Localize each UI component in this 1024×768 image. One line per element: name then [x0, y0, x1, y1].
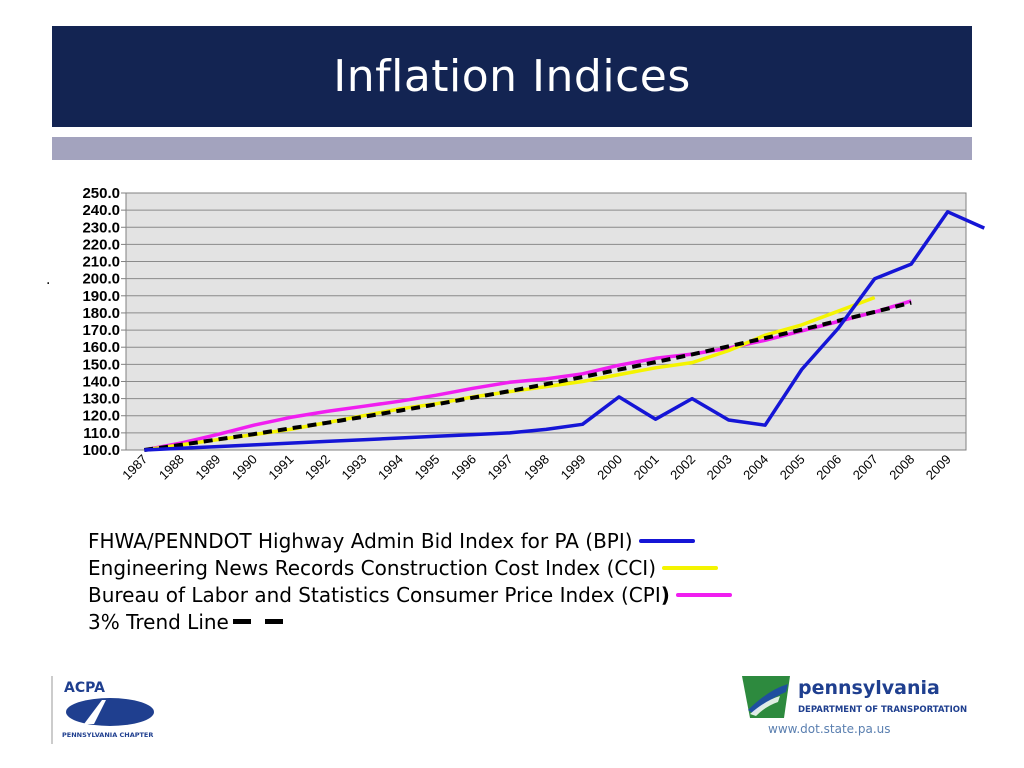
- legend-item-trend: 3% Trend Line: [88, 608, 732, 635]
- x-tick-label: 1989: [192, 452, 223, 483]
- legend-swatch-cpi: [675, 592, 732, 597]
- y-tick-label: 100.0: [82, 442, 120, 459]
- legend-swatch-cci: [662, 565, 719, 570]
- legend-swatch-trend: [232, 619, 283, 624]
- x-tick-labels: 1987 1988 1989 1990 1991 1992 1993 1994 1995 1996…: [119, 452, 954, 483]
- padot-logo: pennsylvania DEPARTMENT OF TRANSPORTATIO…: [742, 676, 967, 718]
- legend-item-bpi: FHWA/PENNDOT Highway Admin Bid Index for…: [88, 527, 732, 554]
- legend-swatch-bpi: [638, 538, 695, 543]
- x-tick-label: 1994: [375, 452, 406, 483]
- y-tick-label: 140.0: [82, 373, 120, 390]
- y-tick-label: 120.0: [82, 408, 120, 425]
- x-tick-label: 1991: [265, 452, 296, 483]
- page-title: Inflation Indices: [333, 51, 691, 102]
- acpa-logo: ACPA PENNSYLVANIA CHAPTER: [51, 676, 154, 744]
- y-tick-label: 130.0: [82, 391, 120, 408]
- x-tick-label: 2007: [850, 452, 881, 483]
- plot-area: [125, 192, 967, 451]
- x-tick-label: 2005: [777, 452, 808, 483]
- x-tick-label: 2004: [740, 452, 771, 483]
- y-tick-label: 150.0: [82, 356, 120, 373]
- keystone-icon: [742, 676, 790, 718]
- x-tick-label: 1987: [119, 452, 150, 483]
- x-tick-label: 1997: [485, 452, 516, 483]
- y-tick-labels: 100.0110.0120.0130.0140.0150.0160.0170.0…: [82, 185, 120, 459]
- y-tick-label: 170.0: [82, 322, 120, 339]
- x-tick-label: 2003: [704, 452, 735, 483]
- y-tick-label: 110.0: [83, 425, 120, 442]
- legend: FHWA/PENNDOT Highway Admin Bid Index for…: [88, 527, 732, 635]
- legend-label-bpi: FHWA/PENNDOT Highway Admin Bid Index for…: [88, 528, 633, 553]
- y-tick-label: 160.0: [82, 339, 120, 356]
- acpa-chapter: PENNSYLVANIA CHAPTER: [62, 731, 153, 739]
- x-tick-label: 1995: [411, 452, 442, 483]
- x-tick-label: 2001: [631, 452, 662, 483]
- inflation-chart: 100.0110.0120.0130.0140.0150.0160.0170.0…: [82, 185, 986, 483]
- padot-dept: DEPARTMENT OF TRANSPORTATION: [798, 705, 967, 715]
- y-tick-label: 180.0: [82, 305, 120, 322]
- legend-label-trend: 3% Trend Line: [88, 609, 229, 634]
- legend-item-cci: Engineering News Records Construction Co…: [88, 554, 732, 581]
- acpa-name: ACPA: [64, 680, 105, 696]
- x-tick-label: 1992: [302, 452, 333, 483]
- x-tick-label: 2008: [886, 452, 917, 483]
- x-tick-label: 2006: [813, 452, 844, 483]
- stray-mark: ·: [46, 276, 51, 292]
- road-oval-icon: [66, 698, 154, 726]
- legend-label-cci: Engineering News Records Construction Co…: [88, 555, 657, 580]
- padot-name: pennsylvania: [798, 677, 940, 699]
- y-tick-label: 250.0: [82, 185, 120, 202]
- x-tick-label: 2000: [594, 452, 625, 483]
- x-tick-label: 1996: [448, 452, 479, 483]
- x-tick-label: 1988: [156, 452, 187, 483]
- series-line-trend: [144, 300, 912, 452]
- y-tick-label: 190.0: [82, 288, 120, 305]
- legend-label-cpi: Bureau of Labor and Statistics Consumer …: [88, 582, 661, 607]
- y-tick-label: 240.0: [82, 202, 120, 219]
- legend-label-cpi-bracket: ): [660, 582, 670, 607]
- x-tick-label: 1999: [558, 452, 589, 483]
- x-tick-label: 2009: [923, 452, 954, 483]
- series-lines: [143, 210, 986, 452]
- x-tick-label: 1990: [229, 452, 260, 483]
- subtitle-band: [52, 137, 972, 160]
- x-tick-label: 2002: [667, 452, 698, 483]
- title-bar: Inflation Indices: [52, 26, 972, 127]
- legend-item-cpi: Bureau of Labor and Statistics Consumer …: [88, 581, 732, 608]
- series-line-bpi: [144, 210, 986, 452]
- x-tick-label: 1993: [338, 452, 369, 483]
- y-tick-label: 220.0: [82, 236, 120, 253]
- y-tick-label: 230.0: [82, 219, 120, 236]
- y-tick-label: 210.0: [82, 254, 120, 271]
- y-tick-label: 200.0: [82, 271, 120, 288]
- website-link[interactable]: www.dot.state.pa.us: [768, 722, 891, 736]
- x-tick-label: 1998: [521, 452, 552, 483]
